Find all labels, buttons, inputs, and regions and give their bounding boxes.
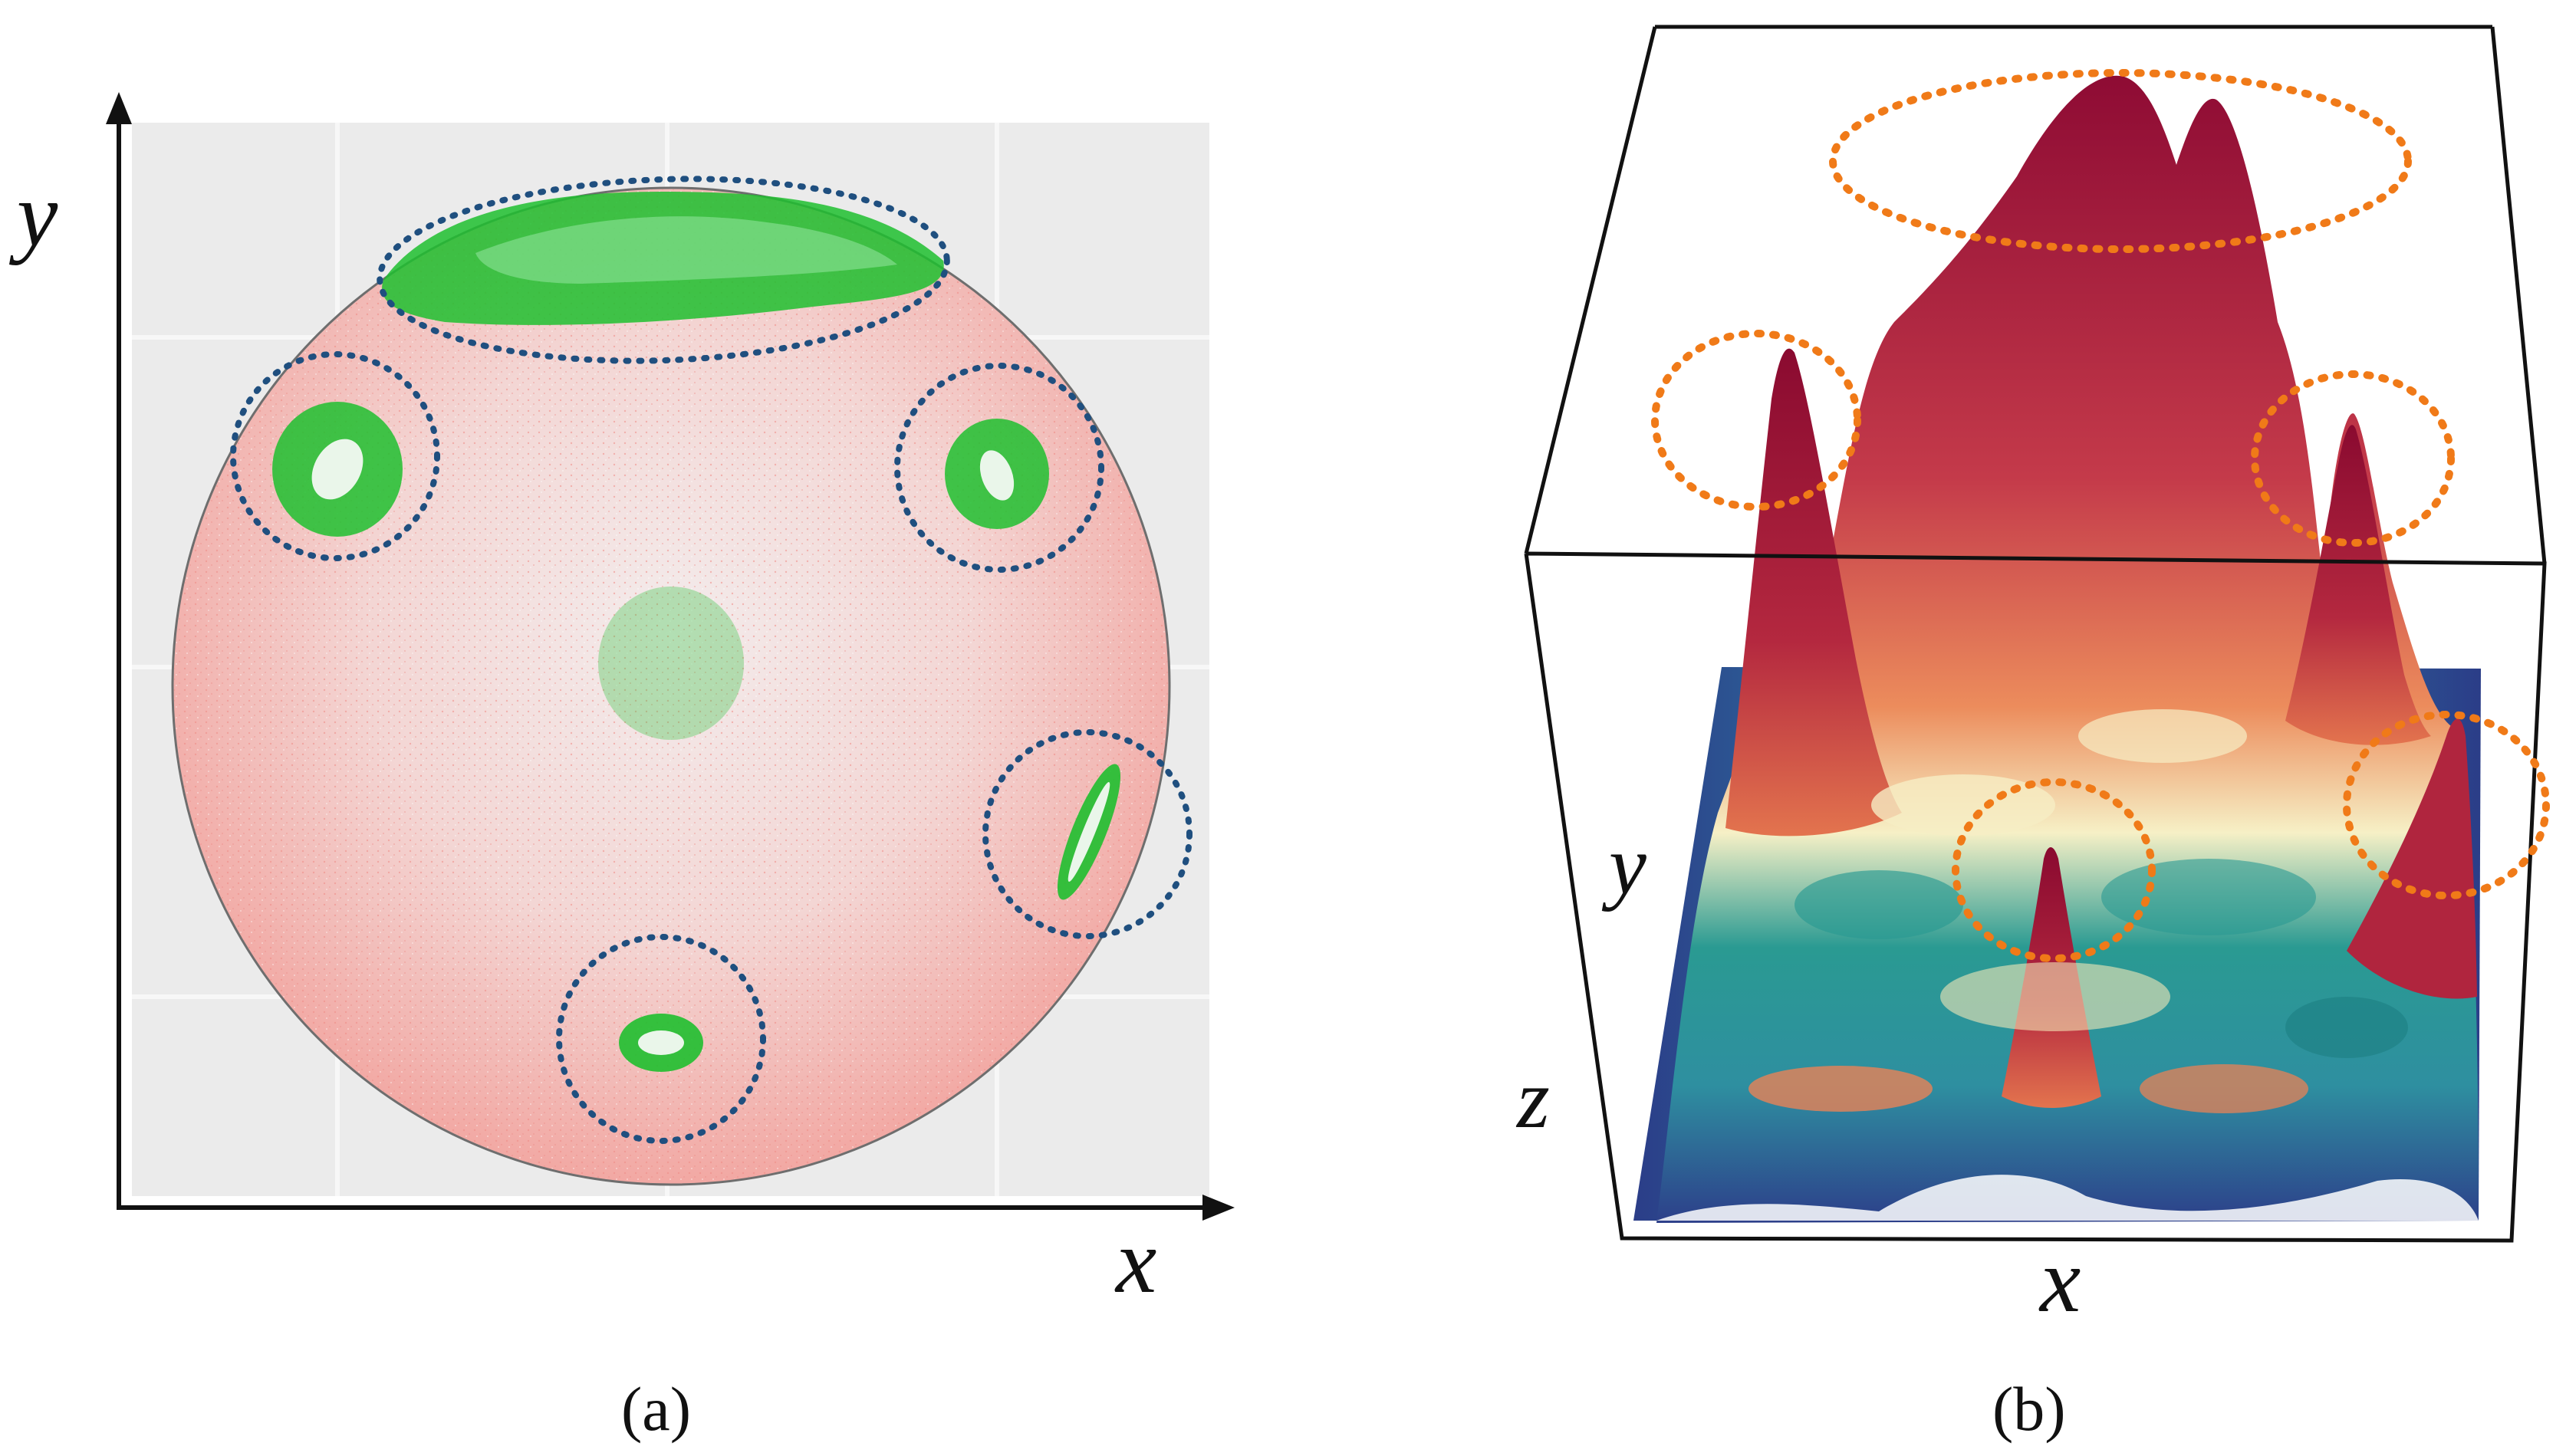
x-axis-arrow xyxy=(1202,1195,1235,1221)
highlight-left-peak xyxy=(1651,330,1861,511)
phase-disk-speckle xyxy=(174,189,1168,1183)
highlight-ellipses-b xyxy=(1651,69,2550,962)
caption-b: (b) xyxy=(1992,1374,2066,1444)
highlight-ellipses xyxy=(230,176,1193,1144)
highlight-right-peak xyxy=(2251,370,2455,547)
highlight-right xyxy=(894,363,1104,573)
z-axis-label-b: z xyxy=(1515,1052,1550,1145)
highlight-top-peak xyxy=(1829,69,2412,253)
bottom-cluster-ring xyxy=(638,1030,684,1055)
panel-a: y x (a) xyxy=(8,92,1235,1444)
y-axis-label-b: y xyxy=(1601,818,1647,912)
top-band-inner xyxy=(475,216,897,284)
peak-edge xyxy=(2347,718,2477,999)
panel-b: y z x (b) xyxy=(1515,25,2550,1444)
highlight-edge-peak xyxy=(2343,711,2550,899)
y-axis-arrow xyxy=(106,92,132,124)
peak-left xyxy=(1725,348,1902,836)
center-cluster xyxy=(598,587,744,740)
left-cluster-ring xyxy=(311,439,364,500)
caption-a: (a) xyxy=(621,1374,691,1444)
edge-cluster-ring xyxy=(1068,782,1110,882)
peak-right xyxy=(2285,425,2431,745)
box-back-edges xyxy=(1524,25,2547,564)
green-clusters xyxy=(272,192,1121,1072)
highlight-bottom xyxy=(556,934,766,1144)
right-cluster-ring xyxy=(979,450,1015,501)
highlight-center-peak xyxy=(1952,778,2156,962)
x-axis-label: x xyxy=(1114,1210,1156,1312)
surface-texture xyxy=(1748,709,2408,1113)
y-axis-label: y xyxy=(8,163,58,265)
axes-a xyxy=(106,92,1235,1221)
highlight-edge xyxy=(982,729,1193,939)
surface-rim xyxy=(1656,1175,2479,1221)
box-front-edges xyxy=(1524,551,2547,1243)
highlight-top xyxy=(377,176,950,364)
highlight-left xyxy=(230,351,440,561)
x-axis-label-b: x xyxy=(2038,1229,2081,1331)
